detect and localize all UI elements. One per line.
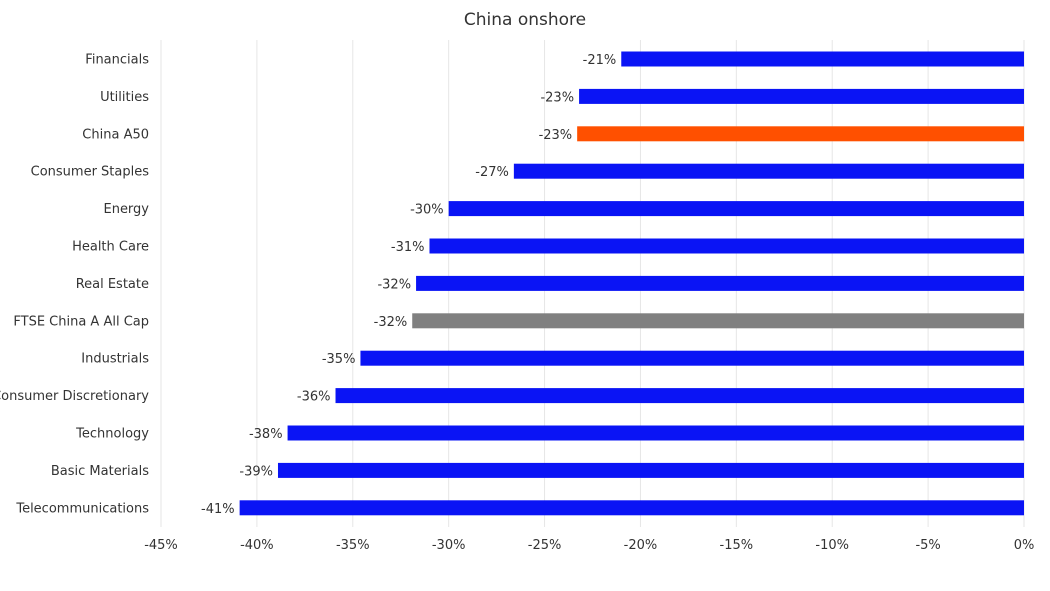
bar: [448, 201, 1025, 217]
bar: [239, 500, 1024, 516]
data-label: -35%: [322, 352, 356, 367]
data-label: -21%: [583, 53, 617, 68]
data-label: -27%: [475, 165, 509, 180]
data-label: -32%: [374, 315, 408, 330]
x-tick-label: -5%: [915, 538, 940, 553]
x-tick-label: -45%: [144, 538, 178, 553]
category-label: Consumer Staples: [31, 165, 150, 180]
data-labels: -21% -23% -23% -27% -30% -31% -32% -32% -35% -36%…: [201, 53, 616, 517]
x-tick-label: -15%: [720, 538, 754, 553]
bar: [287, 425, 1024, 441]
data-label: -30%: [410, 203, 444, 218]
data-label: -23%: [540, 90, 574, 105]
category-label: Telecommunications: [15, 501, 149, 516]
category-label: Health Care: [72, 240, 149, 255]
bars: [239, 51, 1025, 516]
category-label: Consumer Discretionary: [0, 389, 149, 404]
category-label: Energy: [103, 202, 149, 217]
data-label: -23%: [539, 128, 573, 143]
bar: [429, 238, 1024, 254]
category-label: Utilities: [100, 90, 149, 105]
category-label: FTSE China A All Cap: [13, 314, 149, 329]
category-label: Financials: [85, 53, 149, 68]
category-labels: Financials Utilities China A50 Consumer Sta…: [0, 53, 149, 517]
category-label: Industrials: [81, 352, 149, 367]
x-tick-label: -25%: [528, 538, 562, 553]
data-label: -38%: [249, 427, 283, 442]
chart-title: China onshore: [464, 10, 586, 30]
x-axis-tick-labels: -45% -40% -35% -30% -25% -20% -15% -10% -5% 0%: [144, 538, 1034, 553]
bar: [360, 350, 1025, 366]
category-label: Real Estate: [76, 277, 149, 292]
data-label: -32%: [377, 277, 411, 292]
bar: [335, 388, 1024, 404]
bar: [577, 126, 1024, 142]
category-label: Basic Materials: [51, 464, 149, 479]
data-label: -41%: [201, 502, 235, 517]
x-tick-label: -10%: [815, 538, 849, 553]
data-label: -36%: [297, 390, 331, 405]
data-label: -31%: [391, 240, 425, 255]
bar: [621, 51, 1024, 67]
x-tick-label: -30%: [432, 538, 466, 553]
x-tick-label: 0%: [1014, 538, 1035, 553]
bar: [416, 275, 1024, 291]
x-tick-label: -40%: [240, 538, 274, 553]
bar: [579, 88, 1024, 104]
data-label: -39%: [239, 464, 273, 479]
category-label: China A50: [82, 127, 149, 142]
x-tick-label: -35%: [336, 538, 370, 553]
x-tick-label: -20%: [624, 538, 658, 553]
bar: [412, 313, 1024, 329]
bar: [277, 462, 1024, 478]
category-label: Technology: [75, 427, 149, 442]
bar: [513, 163, 1024, 179]
